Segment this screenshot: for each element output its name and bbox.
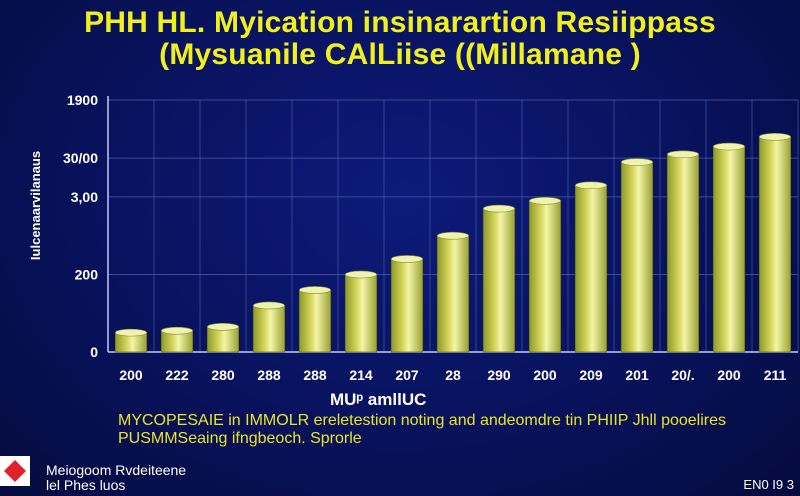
bar bbox=[666, 153, 700, 353]
x-tick-label: 28 bbox=[445, 367, 461, 383]
y-tick-label: 30/00 bbox=[63, 150, 98, 166]
bar-top bbox=[391, 255, 423, 263]
x-tick-label: 200 bbox=[717, 367, 741, 383]
y-tick-label: 0 bbox=[90, 344, 98, 360]
footnote-line2: PUSMMSeaing ifngbeoch. Sprorle bbox=[118, 430, 362, 447]
y-tick-label: 3,00 bbox=[71, 189, 98, 205]
x-tick-label: 209 bbox=[579, 367, 603, 383]
bar bbox=[620, 161, 654, 353]
bar-top bbox=[437, 231, 469, 240]
bar bbox=[528, 200, 562, 353]
bar bbox=[436, 235, 470, 353]
y-tick-label: 200 bbox=[75, 266, 99, 282]
bar bbox=[482, 208, 516, 353]
bar bbox=[298, 289, 332, 353]
organization-logo bbox=[0, 456, 30, 486]
footnote-line1: MYCOPESAIE in IMMOLR ereletestion noting… bbox=[118, 412, 726, 429]
bar-top bbox=[529, 197, 561, 205]
chart-title-line1: PHH HL. Myication insinarartion Resiippa… bbox=[84, 6, 716, 39]
x-tick-label: 222 bbox=[165, 367, 189, 383]
x-tick-label: 288 bbox=[303, 367, 327, 383]
x-tick-label: 207 bbox=[395, 367, 419, 383]
y-tick-label: 1900 bbox=[67, 92, 98, 108]
bar bbox=[758, 136, 792, 353]
x-tick-label: 211 bbox=[764, 367, 787, 383]
x-tick-label: 200 bbox=[533, 367, 557, 383]
bar bbox=[344, 274, 378, 353]
bar bbox=[390, 258, 424, 353]
bar-top bbox=[575, 181, 607, 190]
x-tick-label: 200 bbox=[119, 367, 143, 383]
bar bbox=[252, 305, 286, 353]
bar-top bbox=[345, 270, 377, 279]
bar-top bbox=[713, 142, 745, 151]
bar bbox=[712, 146, 746, 353]
footer-organization: Meiogoom Rvdeiteene bbox=[46, 462, 187, 478]
logo-diamond bbox=[4, 460, 26, 482]
bar-top bbox=[161, 326, 193, 335]
bar-top bbox=[253, 301, 285, 310]
chart-title-line2: (Mysuanile CAlLiise ((Millamane ) bbox=[159, 38, 641, 71]
bar-top bbox=[115, 328, 147, 337]
footer-code: EN0 I9 3 bbox=[743, 477, 794, 492]
bar-top bbox=[207, 322, 239, 331]
x-tick-label: 214 bbox=[349, 367, 373, 383]
bar-top bbox=[299, 286, 331, 294]
x-axis-label: MUᵖ amllUC bbox=[330, 390, 427, 409]
x-tick-label: 201 bbox=[625, 367, 649, 383]
x-tick-label: 290 bbox=[487, 367, 511, 383]
x-tick-label: 280 bbox=[211, 367, 235, 383]
bar-top bbox=[621, 158, 653, 166]
bar-top bbox=[483, 204, 515, 213]
bars bbox=[114, 133, 792, 353]
x-tick-label: 288 bbox=[257, 367, 281, 383]
x-axis-ticks: 200 222 280 288 288 214 207 28 290 200 209 201 20/. 2… bbox=[119, 367, 786, 383]
bar bbox=[574, 184, 608, 353]
x-tick-label: 20/. bbox=[671, 367, 694, 383]
bar-top bbox=[667, 150, 699, 159]
bar-top bbox=[759, 133, 791, 141]
footer-subtitle: lel Phes luos bbox=[46, 477, 126, 493]
y-axis-ticks: 0 200 3,00 30/00 1900 bbox=[63, 92, 98, 360]
